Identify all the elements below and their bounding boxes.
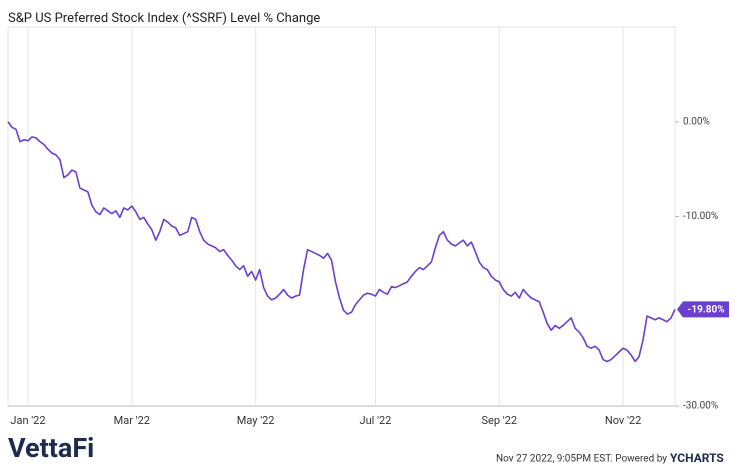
line-series bbox=[7, 121, 676, 363]
end-badge bbox=[677, 301, 729, 318]
x-tick-label: May '22 bbox=[237, 414, 275, 427]
plot-frame bbox=[7, 26, 676, 407]
y-tick-label: -10.00% bbox=[683, 211, 718, 222]
footer-timestamp: Nov 27 2022, 9:05PM EST. Powered by bbox=[496, 454, 667, 465]
footer-provider: YCHARTS bbox=[670, 451, 724, 465]
end-label: -19.80% bbox=[687, 304, 724, 315]
x-tick-label: Mar '22 bbox=[114, 414, 150, 427]
x-tick-label: Sep '22 bbox=[481, 414, 517, 427]
y-tick-label: -30.00% bbox=[683, 401, 718, 412]
x-tick-label: Nov '22 bbox=[605, 414, 641, 427]
y-tick-label: 0.00% bbox=[683, 116, 710, 127]
x-tick-label: Jan '22 bbox=[10, 414, 45, 427]
chart-title: S&P US Preferred Stock Index (^SSRF) Lev… bbox=[8, 11, 320, 26]
brand-logo: VettaFi bbox=[8, 432, 94, 464]
x-tick-label: Jul '22 bbox=[360, 414, 392, 427]
